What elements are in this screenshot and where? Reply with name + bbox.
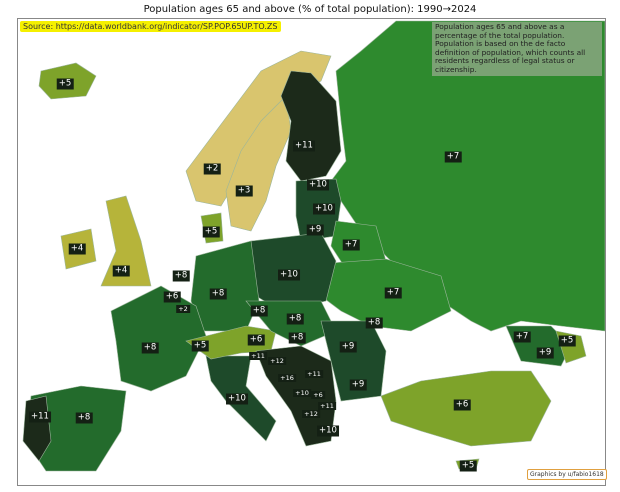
change-label-france: +8 (141, 342, 159, 354)
uk-shape (100, 195, 152, 287)
change-label-albania: +12 (302, 410, 320, 418)
change-label-turkey: +6 (453, 399, 471, 411)
credit-label: Graphics by u/fabio1618 (527, 469, 607, 480)
change-label-slovenia: +11 (249, 352, 267, 360)
change-label-estonia: +10 (307, 179, 329, 191)
change-label-ukraine: +7 (384, 287, 402, 299)
change-label-iceland: +5 (56, 78, 74, 90)
map-title: Population ages 65 and above (% of total… (143, 4, 477, 15)
change-label-switzerland: +5 (191, 340, 209, 352)
change-label-luxembourg: +2 (176, 305, 190, 313)
change-label-netherlands: +8 (172, 270, 190, 282)
change-label-kosovo: +6 (311, 391, 325, 399)
finland-shape (280, 70, 342, 182)
change-label-georgia: +7 (513, 331, 531, 343)
change-label-germany: +8 (209, 288, 227, 300)
change-label-latvia: +10 (313, 203, 335, 215)
change-label-bulgaria: +9 (349, 379, 367, 391)
change-label-hungary: +8 (288, 332, 306, 344)
change-label-romania: +9 (339, 341, 357, 353)
change-label-norway: +2 (203, 163, 221, 175)
change-label-ireland: +4 (68, 243, 86, 255)
change-label-austria: +6 (247, 334, 265, 346)
change-label-armenia: +9 (536, 347, 554, 359)
change-label-lithuania: +9 (306, 224, 324, 236)
change-label-bosnia-and-herzegovina: +16 (278, 374, 296, 382)
change-label-slovakia: +8 (286, 313, 304, 325)
change-label-sweden: +3 (235, 185, 253, 197)
change-label-north-macedonia: +11 (318, 402, 336, 410)
change-label-finland: +11 (293, 140, 315, 152)
map-frame: +5 +2 +3 +11 +7 +10 +10 +9 +7 +5 +4 +4 +8 +6 +2 +8 +10 +7… (17, 18, 606, 486)
change-label-montenegro: +10 (293, 389, 311, 397)
change-label-croatia: +12 (268, 357, 286, 365)
change-label-czechia: +8 (250, 305, 268, 317)
change-label-denmark: +5 (202, 226, 220, 238)
source-link[interactable]: Source: https://data.worldbank.org/indic… (20, 21, 281, 32)
change-label-belarus: +7 (342, 239, 360, 251)
change-label-greece: +10 (317, 425, 339, 437)
change-label-serbia: +11 (305, 370, 323, 378)
change-label-united-kingdom: +4 (112, 265, 130, 277)
change-label-russia: +7 (444, 151, 462, 163)
change-label-portugal: +11 (29, 411, 51, 423)
change-label-spain: +8 (75, 412, 93, 424)
germany-shape (190, 240, 260, 332)
definition-note: Population ages 65 and above as a percen… (432, 22, 602, 76)
change-label-cyprus: +5 (459, 460, 477, 472)
sweden-shape (225, 95, 292, 232)
change-label-belgium: +6 (163, 291, 181, 303)
change-label-azerbaijan: +5 (558, 335, 576, 347)
change-label-moldova: +8 (365, 317, 383, 329)
alps-shape (185, 325, 277, 360)
change-label-italy: +10 (226, 393, 248, 405)
change-label-poland: +10 (278, 269, 300, 281)
